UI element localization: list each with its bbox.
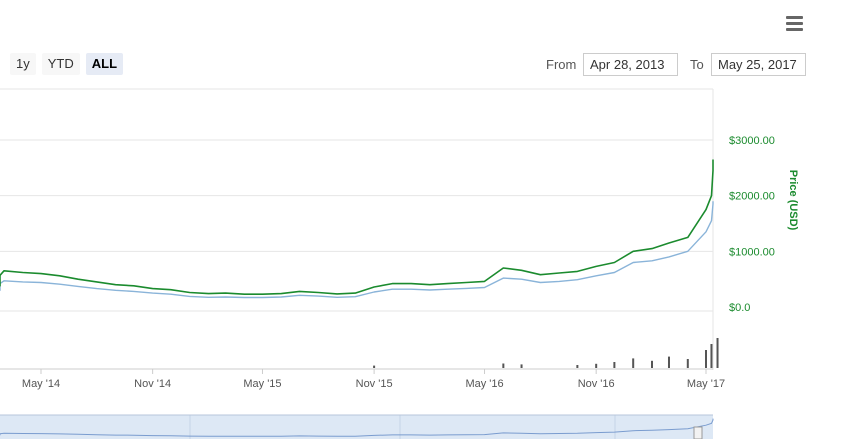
y-tick-label: $0.0: [729, 302, 750, 314]
hamburger-menu-icon[interactable]: [785, 14, 805, 32]
from-label: From: [546, 57, 577, 72]
volume-bar: [716, 338, 719, 368]
range-button-ytd[interactable]: YTD: [41, 53, 80, 75]
price-series-line: [0, 159, 714, 296]
y-tick-label: $3000.00: [729, 135, 775, 147]
navigator-handle: [693, 426, 703, 439]
x-tick-label: May '15: [243, 378, 281, 390]
volume-bar: [632, 358, 635, 368]
volume-bar: [667, 356, 670, 368]
range-selector: 1y YTD ALL: [0, 53, 129, 77]
to-label: To: [690, 57, 704, 72]
volume-bar: [502, 363, 505, 368]
volume-bar: [520, 364, 523, 368]
volume-bar: [650, 360, 653, 368]
volume-bar: [710, 344, 713, 368]
volume-bar: [576, 365, 579, 368]
volume-bar: [613, 362, 616, 368]
y-axis-title: Price (USD): [787, 170, 799, 231]
x-tick-label: May '16: [465, 378, 503, 390]
from-date-input[interactable]: Apr 28, 2013: [583, 53, 678, 76]
y-tick-label: $2000.00: [729, 191, 775, 203]
x-tick-label: May '17: [687, 378, 725, 390]
secondary-series-line: [0, 201, 714, 299]
x-tick-label: May '14: [22, 378, 60, 390]
volume-bar: [686, 359, 689, 368]
volume-bar: [705, 350, 707, 368]
x-tick-label: Nov '16: [578, 378, 615, 390]
range-button-all[interactable]: ALL: [85, 53, 124, 75]
x-tick-label: Nov '15: [356, 378, 393, 390]
volume-bar: [595, 363, 598, 368]
navigator-series-line: [0, 418, 714, 437]
volume-bar: [373, 365, 376, 368]
x-tick-label: Nov '14: [134, 378, 171, 390]
y-tick-label: $1000.00: [729, 246, 775, 258]
range-button-1y[interactable]: 1y: [10, 53, 36, 75]
to-date-input[interactable]: May 25, 2017: [711, 53, 806, 76]
